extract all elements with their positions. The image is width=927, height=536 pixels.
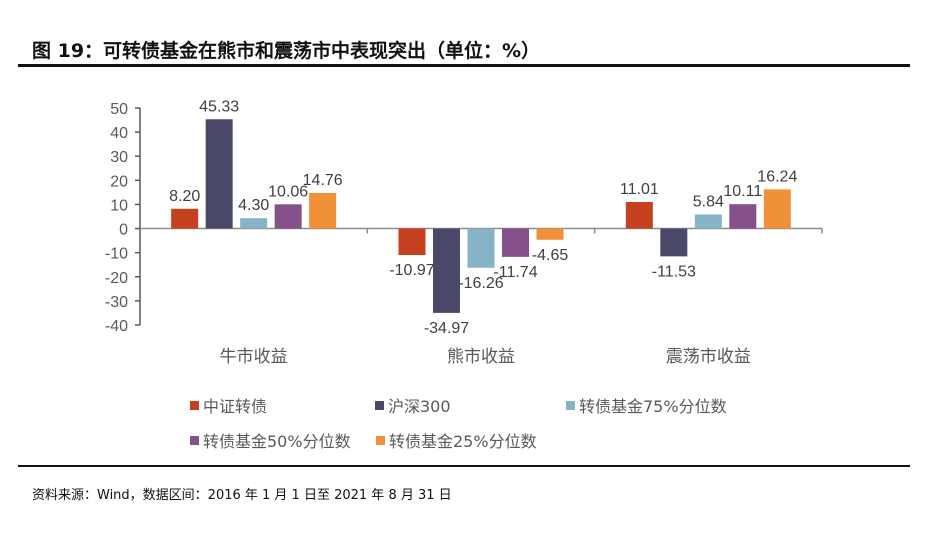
bar-2-2 — [433, 228, 460, 313]
y-tick-label: -30 — [105, 294, 128, 311]
bar-4-3 — [729, 204, 757, 229]
x-category-label: 熊市收益 — [447, 347, 515, 367]
data-label: 4.30 — [238, 197, 269, 214]
bar-3-3 — [694, 214, 722, 229]
data-label: 16.24 — [757, 168, 797, 185]
bottom-divider — [18, 465, 910, 467]
bar-4-1 — [274, 204, 302, 229]
y-tick-label: 0 — [119, 222, 128, 239]
y-tick-label: -20 — [105, 270, 128, 287]
bar-3-1 — [240, 218, 268, 229]
bar-1-2 — [398, 228, 426, 256]
x-category-label: 震荡市收益 — [666, 347, 751, 367]
bar-2-3 — [660, 228, 688, 257]
legend-swatch — [375, 400, 384, 410]
legend-item: 转债基金25%分位数 — [376, 428, 537, 452]
data-label: -10.97 — [389, 262, 434, 279]
y-tick-label: 20 — [110, 173, 128, 190]
data-label: 5.84 — [693, 193, 724, 210]
legend-label: 中证转债 — [203, 397, 268, 416]
y-tick-label: -40 — [105, 318, 128, 335]
data-label: -34.97 — [424, 320, 469, 337]
data-label: 45.33 — [199, 98, 239, 115]
legend-swatch — [376, 435, 385, 445]
bar-5-3 — [763, 189, 791, 229]
legend-label: 转债基金50%分位数 — [203, 432, 351, 451]
top-divider — [18, 64, 910, 67]
bar-1-1 — [171, 208, 199, 229]
data-label: -4.65 — [532, 247, 569, 264]
legend-label: 转债基金75%分位数 — [579, 397, 727, 416]
bar-5-1 — [309, 192, 337, 229]
y-tick-label: -10 — [105, 246, 128, 263]
legend-swatch — [190, 400, 199, 410]
x-category-label: 牛市收益 — [220, 347, 288, 367]
data-label: -16.26 — [458, 275, 503, 292]
legend-item: 沪深300 — [375, 393, 451, 417]
bar-3-2 — [467, 228, 495, 268]
data-label: 8.20 — [169, 188, 200, 205]
y-tick-label: 10 — [110, 197, 128, 214]
data-label: -11.53 — [652, 263, 696, 280]
legend-swatch — [190, 435, 199, 445]
legend-item: 转债基金75%分位数 — [566, 393, 727, 417]
bar-4-2 — [502, 228, 529, 257]
source-note: 资料来源：Wind，数据区间：2016 年 1 月 1 日至 2021 年 8 … — [32, 488, 452, 503]
data-label: 14.76 — [303, 172, 343, 189]
chart-title: 图 19：可转债基金在熊市和震荡市中表现突出（单位：%） — [32, 40, 541, 62]
y-tick-label: 30 — [110, 149, 128, 166]
legend-label: 沪深300 — [388, 397, 451, 416]
data-label: 11.01 — [620, 181, 659, 198]
data-label: 10.11 — [723, 183, 762, 200]
data-label: -11.74 — [493, 264, 537, 281]
bar-1-3 — [625, 202, 653, 229]
legend-swatch — [566, 400, 575, 410]
y-tick-label: 50 — [110, 101, 128, 118]
legend-item: 中证转债 — [190, 393, 267, 417]
bar-5-2 — [536, 228, 564, 240]
y-tick-label: 40 — [110, 125, 128, 142]
legend-label: 转债基金25%分位数 — [389, 432, 537, 451]
bar-2-1 — [205, 119, 233, 229]
legend-item: 转债基金50%分位数 — [190, 428, 351, 452]
data-label: 10.06 — [268, 183, 308, 200]
